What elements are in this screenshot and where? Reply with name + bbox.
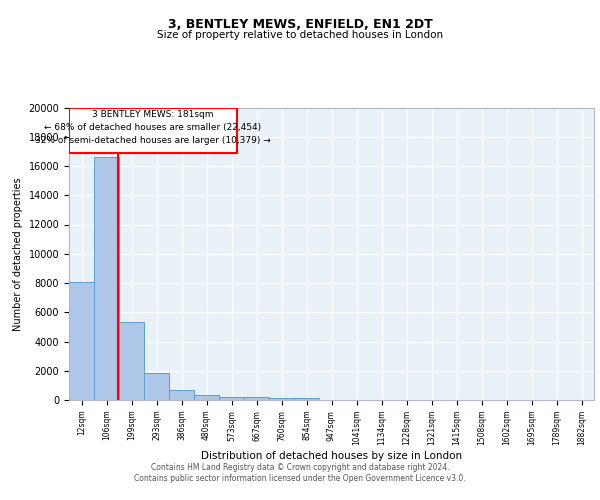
Bar bbox=[169, 390, 194, 400]
Bar bbox=[119, 322, 144, 400]
X-axis label: Distribution of detached houses by size in London: Distribution of detached houses by size … bbox=[201, 451, 462, 461]
Bar bbox=[69, 282, 94, 400]
Y-axis label: Number of detached properties: Number of detached properties bbox=[13, 177, 23, 330]
Text: 3 BENTLEY MEWS: 181sqm
← 68% of detached houses are smaller (22,454)
32% of semi: 3 BENTLEY MEWS: 181sqm ← 68% of detached… bbox=[35, 110, 271, 145]
Bar bbox=[269, 398, 294, 400]
Text: Size of property relative to detached houses in London: Size of property relative to detached ho… bbox=[157, 30, 443, 40]
Bar bbox=[94, 157, 119, 400]
Bar bbox=[144, 373, 169, 400]
Bar bbox=[294, 398, 319, 400]
Text: Contains public sector information licensed under the Open Government Licence v3: Contains public sector information licen… bbox=[134, 474, 466, 483]
Text: 3, BENTLEY MEWS, ENFIELD, EN1 2DT: 3, BENTLEY MEWS, ENFIELD, EN1 2DT bbox=[167, 18, 433, 30]
Bar bbox=[244, 398, 269, 400]
Bar bbox=[219, 396, 244, 400]
Bar bbox=[194, 396, 219, 400]
Bar bbox=[69, 108, 236, 153]
Text: Contains HM Land Registry data © Crown copyright and database right 2024.: Contains HM Land Registry data © Crown c… bbox=[151, 462, 449, 471]
